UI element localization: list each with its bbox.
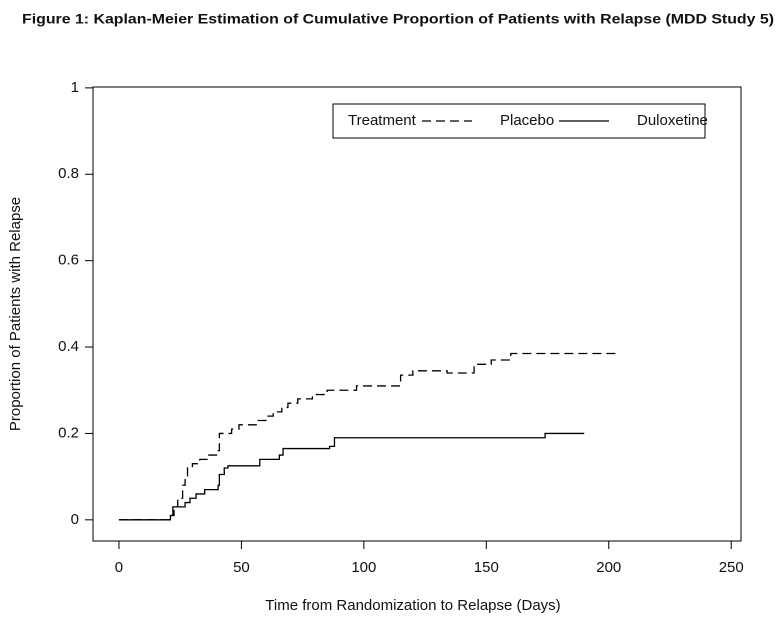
x-axis-label: Time from Randomization to Relapse (Days… bbox=[265, 597, 560, 614]
km-curve bbox=[118, 432, 585, 521]
plot-frame bbox=[92, 86, 742, 542]
legend-title: Treatment bbox=[348, 112, 417, 129]
km-curve bbox=[118, 352, 617, 521]
legend-box bbox=[332, 103, 706, 139]
x-tick-label: 50 bbox=[233, 559, 250, 576]
y-tick-label: 1 bbox=[71, 79, 79, 96]
x-tick-label: 250 bbox=[719, 559, 744, 576]
y-tick-label: 0.2 bbox=[58, 424, 79, 441]
y-tick-label: 0.6 bbox=[58, 252, 79, 269]
y-axis-label: Proportion of Patients with Relapse bbox=[7, 197, 24, 431]
x-tick-label: 0 bbox=[115, 559, 123, 576]
legend-label: Duloxetine bbox=[637, 112, 708, 129]
chart-title: Figure 1: Kaplan-Meier Estimation of Cum… bbox=[22, 12, 774, 27]
legend-label: Placebo bbox=[500, 112, 554, 129]
y-tick-label: 0.8 bbox=[58, 165, 79, 182]
x-tick-label: 150 bbox=[474, 559, 499, 576]
x-tick-label: 200 bbox=[596, 559, 621, 576]
y-tick-label: 0 bbox=[71, 511, 79, 528]
x-tick-label: 100 bbox=[351, 559, 376, 576]
y-tick-label: 0.4 bbox=[58, 338, 79, 355]
